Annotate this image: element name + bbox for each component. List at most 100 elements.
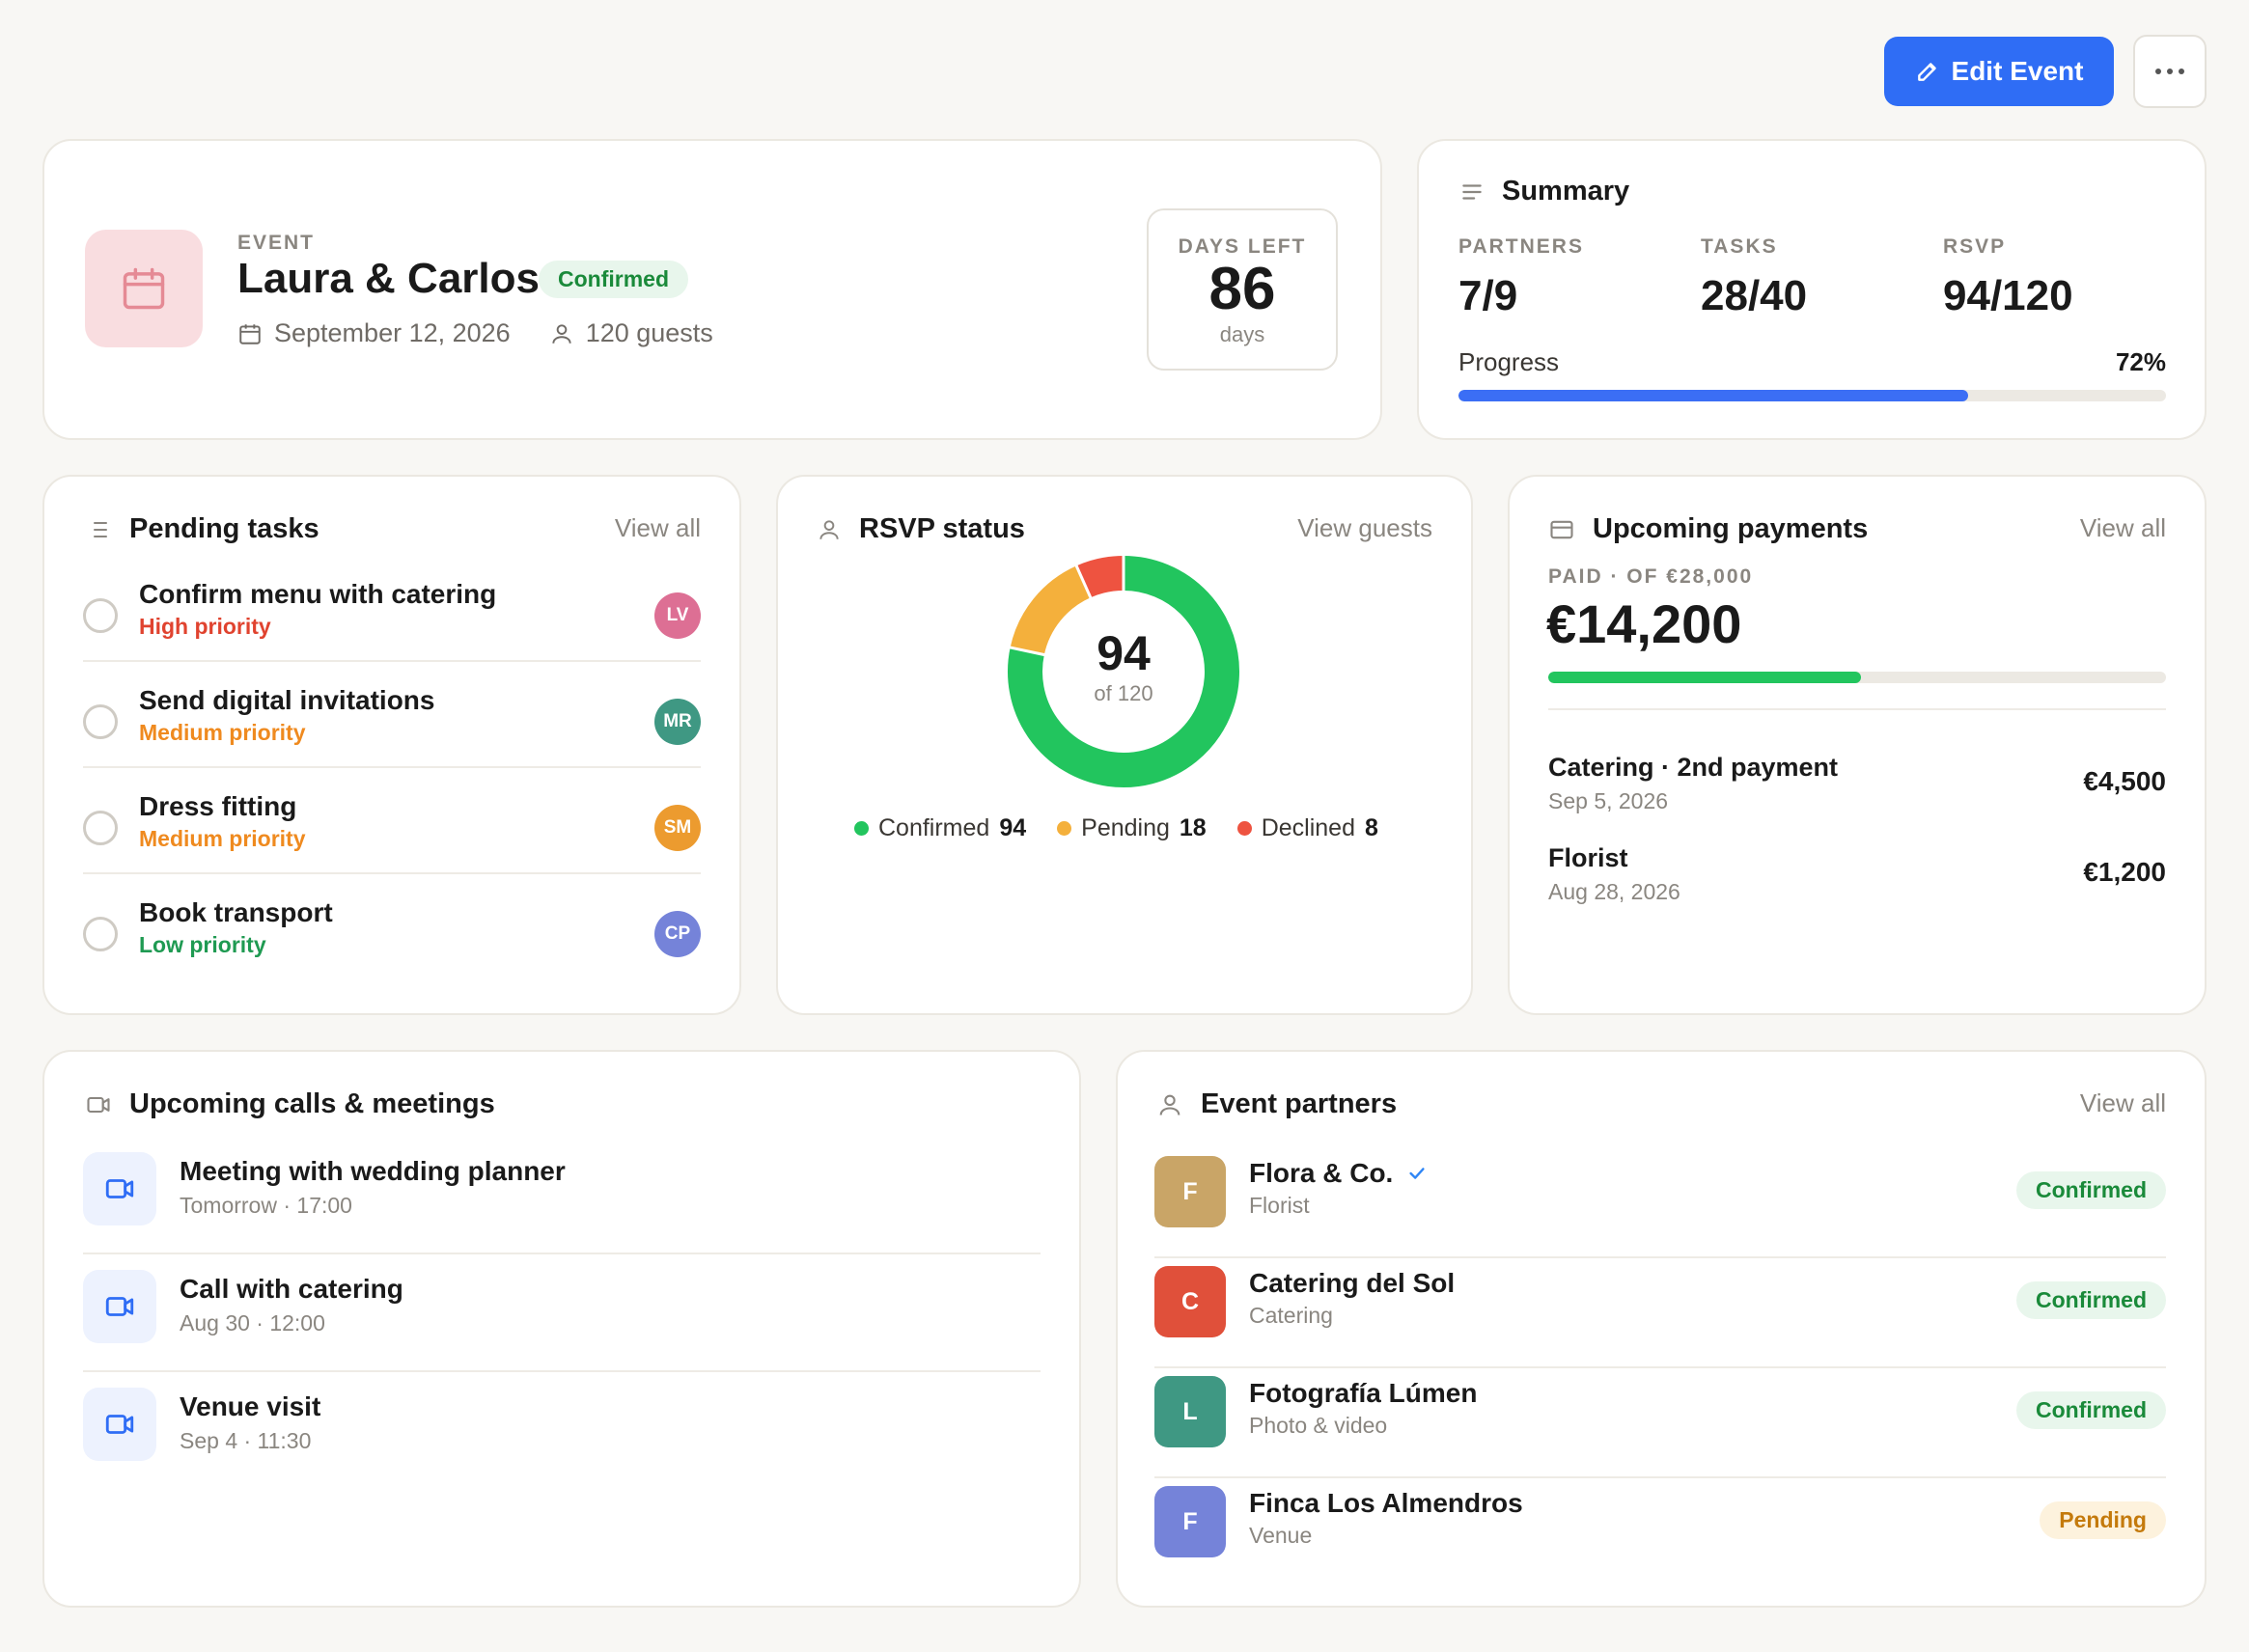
task-item[interactable]: Confirm menu with catering High priority… [83,556,701,662]
payments-view-all-link[interactable]: View all [2079,513,2166,542]
partner-status-badge: Confirmed [2016,1171,2166,1209]
task-priority: Medium priority [139,720,306,745]
stat-label: RSVP [1943,235,2007,258]
task-priority: Medium priority [139,826,306,851]
pending-tasks-card [42,475,741,1015]
calls-title-text: Upcoming calls & meetings [129,1088,495,1119]
partners-card [1116,1050,2207,1608]
video-icon [103,1172,136,1205]
task-checkbox[interactable] [83,811,118,845]
payments-card [1508,475,2207,1015]
calls-title: Upcoming calls & meetings [85,1088,495,1120]
call-icon-box [83,1388,156,1461]
edit-event-button[interactable]: Edit Event [1884,37,2114,106]
task-title: Dress fitting [139,791,297,821]
legend-value: 94 [999,814,1027,841]
rsvp-title-text: RSVP status [859,513,1025,544]
payment-item[interactable]: Catering · 2nd payment Sep 5, 2026 €4,50… [1548,753,2166,814]
legend-confirmed: Confirmed 94 [854,814,1026,842]
video-icon [103,1290,136,1323]
lines-icon [1459,179,1485,205]
call-item[interactable]: Venue visit Sep 4 · 11:30 [83,1372,1041,1490]
partner-status-badge: Pending [2040,1501,2166,1539]
partner-name-row: Flora & Co. [1249,1158,1428,1189]
legend-label: Pending [1081,814,1170,841]
video-icon [85,1091,112,1118]
tasks-title: Pending tasks [89,513,319,545]
partner-item[interactable]: L Fotografía Lúmen Photo & video Confirm… [1154,1368,2166,1478]
partner-avatar: F [1154,1486,1226,1557]
event-date: September 12, 2026 [237,318,511,348]
tasks-view-all-link[interactable]: View all [614,513,701,542]
paid-amount: €14,200 [1546,593,1742,654]
payment-amount: €1,200 [2083,857,2166,887]
partner-category: Venue [1249,1523,1313,1548]
task-checkbox[interactable] [83,598,118,633]
call-title: Call with catering [180,1274,403,1304]
legend-pending: Pending 18 [1057,814,1207,842]
task-item[interactable]: Dress fitting Medium priority SM [83,768,701,874]
call-title: Meeting with wedding planner [180,1156,566,1186]
stat-label: PARTNERS [1458,235,1584,258]
paid-caption: PAID · OF €28,000 [1548,565,1754,588]
partner-item[interactable]: F Finca Los Almendros Venue Pending [1154,1478,2166,1588]
days-left-box: DAYS LEFT 86 days [1147,208,1338,371]
partner-category: Florist [1249,1193,1310,1218]
rsvp-legend: Confirmed 94 Pending 18 Declined 8 [854,814,1378,842]
task-checkbox[interactable] [83,704,118,739]
credit-card-icon [1548,516,1575,543]
partners-view-all-link[interactable]: View all [2079,1088,2166,1117]
payment-name: Florist [1548,843,1628,872]
legend-dot [1236,821,1252,836]
partner-item[interactable]: F Flora & Co. Florist Confirmed [1154,1148,2166,1258]
days-left-value: 86 [1208,256,1276,322]
video-icon [103,1408,136,1441]
partner-item[interactable]: C Catering del Sol Catering Confirmed [1154,1258,2166,1368]
donut-separator [1074,564,1093,599]
legend-value: 18 [1179,814,1207,841]
payment-date: Sep 5, 2026 [1548,788,1669,813]
partner-name: Finca Los Almendros [1249,1488,1523,1518]
task-priority: Low priority [139,932,266,957]
task-item[interactable]: Book transport Low priority CP [83,874,701,980]
partner-avatar: F [1154,1156,1226,1227]
payment-amount: €4,500 [2083,766,2166,796]
event-icon-box [85,230,203,347]
task-title: Confirm menu with catering [139,579,497,609]
payment-item[interactable]: Florist Aug 28, 2026 €1,200 [1548,843,2166,905]
partners-title: Event partners [1156,1088,1397,1120]
event-card [42,139,1382,440]
donut-segment-declined [1076,556,1124,598]
event-meta: September 12, 2026 120 guests [237,318,713,348]
call-icon-box [83,1152,156,1225]
more-options-button[interactable] [2133,35,2207,108]
payments-divider [1548,708,2166,710]
stat-value: 94/120 [1943,272,2073,319]
user-icon [549,321,574,346]
task-item[interactable]: Send digital invitations Medium priority… [83,662,701,768]
summary-title: Summary [1459,176,1629,207]
rsvp-view-guests-link[interactable]: View guests [1297,513,1432,542]
legend-value: 8 [1364,814,1378,841]
event-date-text: September 12, 2026 [274,318,511,347]
user-icon [1156,1091,1183,1118]
days-left-label: DAYS LEFT [1178,235,1307,258]
call-item[interactable]: Call with catering Aug 30 · 12:00 [83,1254,1041,1372]
partner-name: Fotografía Lúmen [1249,1378,1478,1408]
summary-title-text: Summary [1502,176,1630,206]
legend-dot [854,821,869,836]
event-caption: EVENT [237,232,316,254]
call-time: Tomorrow · 17:00 [180,1193,352,1218]
stat-partners: PARTNERS 7/9 [1458,235,1584,320]
paid-progress-track [1548,672,2166,683]
call-icon-box [83,1270,156,1343]
edit-event-label: Edit Event [1951,56,2084,86]
partner-avatar: L [1154,1376,1226,1447]
task-title: Book transport [139,897,333,927]
summary-progress-fill [1458,390,1968,401]
task-checkbox[interactable] [83,917,118,951]
verified-check-icon [1406,1163,1428,1184]
rsvp-center-value: 94 [1097,626,1151,680]
call-time: Aug 30 · 12:00 [180,1310,325,1335]
call-item[interactable]: Meeting with wedding planner Tomorrow · … [83,1137,1041,1254]
